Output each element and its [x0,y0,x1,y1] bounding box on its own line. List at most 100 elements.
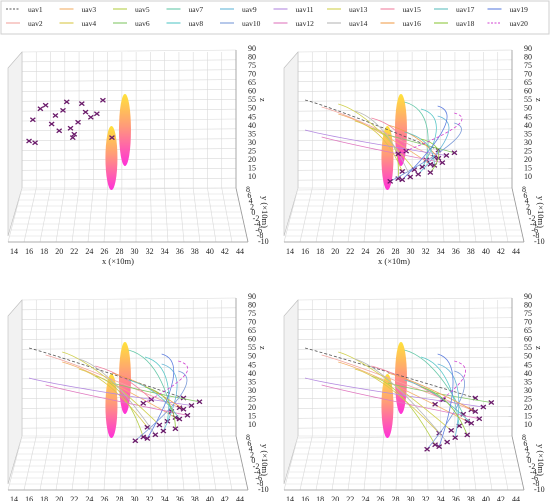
grid-line [297,425,513,429]
trajectory-line [28,377,192,406]
trajectory-line [321,136,443,164]
grid-line [119,187,123,243]
y-axis-line [511,435,525,491]
grid-line [497,435,509,491]
grid-line [55,187,66,243]
z-tick-label: 80 [524,301,532,310]
z-tick-label: 30 [524,138,532,147]
x-tick-label: 24 [85,247,93,256]
uav-marker [82,109,89,115]
z-tick-label: 60 [248,87,256,96]
uav-marker [439,160,446,166]
z-tick-label: 65 [248,326,256,335]
uav-marker [63,99,70,105]
chart-panel-2: 14 16 18 20 22 24 26 28 30 32 34 36 38 40 42 44x (×10m)… [283,44,546,266]
grid-line [363,187,370,243]
y-tick-label: 8 [246,185,250,194]
trajectory-line [338,113,431,165]
grid-line [297,89,513,92]
x-tick-label: 16 [25,247,33,256]
z-tick-label: 65 [524,78,532,87]
x-tick-label: 30 [131,247,139,256]
x-tick-label: 44 [512,247,520,256]
z-tick-label: 55 [524,343,532,352]
side-wall [283,299,299,485]
z-tick-label: 10 [248,172,256,181]
grid-line [21,415,237,419]
uav-marker [488,399,495,406]
trajectory-line [62,351,160,426]
uav-marker [37,106,44,112]
grid-line [440,435,445,491]
x-tick-label: 22 [70,247,78,256]
trajectory-line [417,115,450,175]
y-axis-title: y (×10m) [260,444,270,476]
trajectory-line [354,358,448,443]
x-tick-label: 42 [497,495,505,501]
uav-marker [424,446,431,452]
x-axis-title: x (×10m) [378,256,410,266]
uav-marker [93,111,100,117]
grid-line [21,346,237,350]
uav-marker [407,174,414,180]
z-tick-label: 90 [248,292,256,301]
uav-marker [156,422,163,428]
trajectory-line [420,138,440,173]
uav-marker [69,135,76,141]
grid-line [207,187,217,243]
grid-line [23,187,37,243]
trajectory-line [144,356,170,422]
grid-line [454,435,461,491]
uav-marker [476,416,483,422]
x-tick-label: 34 [161,247,169,256]
y-tick-label: 4 [525,197,529,206]
uav-marker [132,438,139,444]
x-tick-label: 14 [10,247,18,256]
uav-marker [71,131,78,137]
x-tick-label: 42 [497,247,505,256]
legend-label: uav14 [349,19,368,28]
z-tick-label: 45 [248,360,256,369]
x-tick-label: 44 [512,495,520,501]
obstacle-column [105,374,118,438]
y-tick-label: 4 [249,197,253,206]
uav-marker [387,178,394,184]
x-tick-label: 26 [100,247,108,256]
trajectory-line [128,379,180,420]
grid-line [192,187,201,243]
x-axis-title: x (×10m) [102,256,134,266]
trajectory-line [78,358,156,435]
grid-line [21,425,237,429]
z-tick-label: 60 [248,335,256,344]
x-tick-label: 42 [221,247,229,256]
y-tick-label: -4 [530,220,537,229]
x-tick-label: 44 [236,247,244,256]
x-tick-label: 14 [10,495,18,501]
obstacle-column [118,94,131,166]
x-tick-label: 18 [40,247,48,256]
uav-marker [196,399,203,405]
x-tick-label: 28 [391,247,399,256]
grid-line [297,415,513,419]
trajectory-line [338,361,468,422]
obstacle-column [394,342,407,414]
chart-panel-1: 14 16 18 20 22 24 26 28 30 32 34 36 38 40 42 44x (×10m)… [7,44,270,266]
z-tick-label: 90 [524,292,532,301]
grid-line [103,187,108,243]
y-tick-label: 2 [250,202,254,211]
grid-line [283,435,299,491]
uav-marker [176,416,183,422]
trajectory-line [28,347,184,399]
x-tick-label: 28 [115,247,123,256]
trajectory-line [387,124,439,159]
grid-line [178,187,185,243]
x-tick-label: 20 [55,495,63,501]
x-tick-label: 20 [55,247,63,256]
trajectory-line [45,384,188,416]
z-tick-label: 10 [248,420,256,429]
x-tick-label: 36 [452,495,460,501]
grid-line [21,158,237,161]
z-tick-label: 50 [248,352,256,361]
z-tick-label: 70 [248,318,256,327]
y-tick-label: -6 [531,473,538,482]
